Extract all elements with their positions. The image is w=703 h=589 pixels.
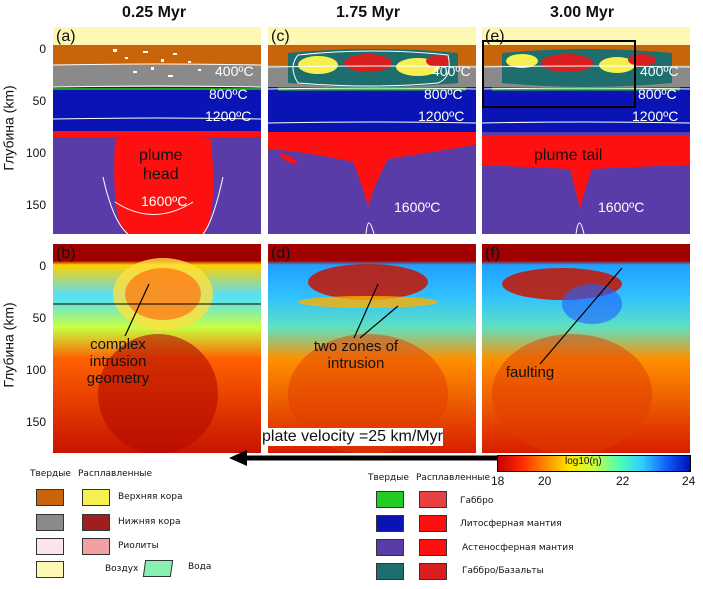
title-1-75-myr: 1.75 Myr [336, 4, 401, 21]
panel-d-annot-line1: two zones of [313, 338, 399, 355]
colorbar-tick-20: 20 [538, 474, 552, 488]
title-0-25-myr: 0.25 Myr [122, 4, 187, 21]
panel-f: (f) faulting [482, 244, 690, 453]
panel-c-label: (c) [271, 28, 290, 45]
legend-swatch-gabbro-basalt-melt [419, 563, 447, 580]
panel-e-isotherm-400: 400ºC [640, 63, 679, 79]
legend-swatch-asth-mantle-melt [419, 539, 447, 556]
panel-d: (d) two zones of intrusion [268, 244, 476, 453]
tick-bottom-0: 0 [39, 259, 46, 273]
panel-e-plume-tail-text: plume tail [534, 147, 603, 164]
tick-bottom-50: 50 [32, 311, 46, 325]
colorbar-tick-22: 22 [616, 474, 630, 488]
y-axis-label-top: Глубина (km) [0, 85, 17, 171]
panel-d-graphic [268, 244, 476, 453]
panel-b-graphic [53, 244, 261, 453]
legend-swatch-gabbro-basalt-solid [376, 563, 404, 580]
legend-right-solid-header: Твердые [368, 473, 409, 483]
legend-label-air: Воздух [105, 564, 139, 574]
panel-f-label: (f) [485, 245, 501, 262]
legend-swatch-lith-mantle-melt [419, 515, 447, 532]
panel-b-label: (b) [56, 245, 76, 262]
legend-swatch-air [36, 561, 64, 578]
panel-b-annot-complex: complex [90, 336, 146, 353]
legend-swatch-lower-crust-melt [82, 514, 110, 531]
panel-e-isotherm-1200: 1200ºC [632, 108, 679, 124]
viscosity-colorbar [497, 455, 691, 472]
panel-e-label: (e) [485, 28, 505, 45]
legend-swatch-gabbro-solid [376, 491, 404, 508]
panel-a-isotherm-400: 400ºC [215, 63, 254, 79]
panel-c-isotherm-800: 800ºC [424, 86, 463, 102]
legend-right-melt-header: Расплавленные [416, 473, 491, 483]
panel-c-isotherm-400: 400ºC [432, 63, 471, 79]
panel-a-isotherm-1600: 1600ºC [141, 193, 188, 209]
legend-swatch-gabbro-melt [419, 491, 447, 508]
panel-f-graphic [482, 244, 690, 453]
legend-left-melt-header: Расплавленные [78, 469, 153, 479]
plate-velocity-label: plate velocity =25 km/Myr [262, 428, 443, 446]
colorbar-label: log10(η) [565, 456, 602, 467]
legend-swatch-upper-crust-solid [36, 489, 64, 506]
panel-b: (b) complex intrusion geometry [53, 244, 261, 453]
panel-e-isotherm-800: 800ºC [638, 86, 677, 102]
legend-left-solid-header: Твердые [30, 469, 71, 479]
legend-swatch-water [142, 560, 174, 577]
legend-swatch-lower-crust-solid [36, 514, 64, 531]
legend-label-gabbro-basalt: Габбро/Базальты [462, 566, 544, 576]
panel-a-plume-text: plume [139, 147, 183, 164]
legend-swatch-upper-crust-melt [82, 489, 110, 506]
panel-b-annot-intrusion: intrusion [89, 353, 147, 370]
legend-swatch-rhyolite-solid [36, 538, 64, 555]
panel-a: (a) 400ºC 800ºC 1200ºC plume head 1600ºC [53, 27, 261, 234]
tick-bottom-150: 150 [26, 415, 47, 429]
panel-a-label: (a) [56, 28, 76, 45]
panel-c-isotherm-1200: 1200ºC [418, 108, 465, 124]
panel-d-pointer-lines [353, 283, 399, 339]
tick-bottom-100: 100 [26, 363, 47, 377]
colorbar-tick-18: 18 [491, 474, 505, 488]
panel-b-annot-geometry: geometry [86, 370, 150, 387]
tick-top-50: 50 [32, 94, 46, 108]
panel-d-label: (d) [271, 245, 291, 262]
legend-label-rhyolite: Риолиты [118, 541, 159, 551]
panel-e: (e) 400ºC 800ºC 1200ºC plume tail 1600ºC [482, 27, 690, 234]
panel-a-graphic [53, 27, 261, 234]
tick-top-0: 0 [39, 42, 46, 56]
tick-top-150: 150 [26, 198, 47, 212]
colorbar-tick-24: 24 [682, 474, 696, 488]
legend-label-asth-mantle: Астеносферная мантия [462, 543, 574, 553]
panel-a-isotherm-1200: 1200ºC [205, 108, 252, 124]
panel-c-graphic [268, 27, 476, 234]
panel-a-head-text: head [143, 166, 179, 183]
y-axis-label-bottom: Глубина (km) [0, 302, 17, 388]
panel-c-isotherm-1600: 1600ºC [394, 199, 441, 215]
panel-a-isotherm-800: 800ºC [209, 86, 248, 102]
panel-f-annot-faulting: faulting [505, 364, 555, 381]
legend-label-upper-crust: Верхняя кора [118, 492, 183, 502]
panel-e-graphic [482, 27, 690, 234]
legend-label-lith-mantle: Литосферная мантия [460, 519, 562, 529]
legend-swatch-asth-mantle-solid [376, 539, 404, 556]
legend-swatch-lith-mantle-solid [376, 515, 404, 532]
title-3-00-myr: 3.00 Myr [550, 4, 615, 21]
panel-f-pointer-line [539, 267, 623, 365]
legend-label-water: Вода [188, 562, 212, 572]
panel-d-annot-line2: intrusion [327, 355, 385, 372]
panel-e-isotherm-1600: 1600ºC [598, 199, 645, 215]
legend-label-lower-crust: Нижняя кора [118, 517, 181, 527]
plate-velocity-arrow [229, 450, 513, 466]
panel-c: (c) 400ºC 800ºC 1200ºC 1600ºC [268, 27, 476, 234]
legend-label-gabbro: Габбро [460, 496, 494, 506]
legend-swatch-rhyolite-melt [82, 538, 110, 555]
tick-top-100: 100 [26, 146, 47, 160]
panel-b-pointer-line [124, 283, 150, 337]
